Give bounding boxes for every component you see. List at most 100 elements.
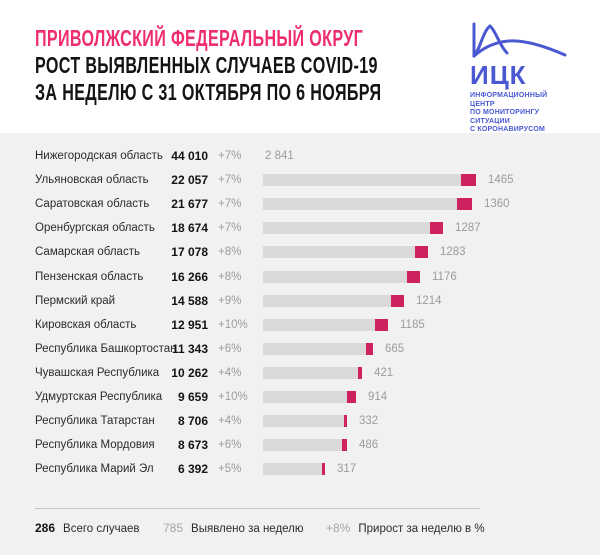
region-row: Чувашская Республика 10 262 +4% 421	[0, 361, 600, 385]
legend-divider	[35, 508, 480, 509]
weekly-bar-group: 665	[263, 342, 405, 355]
weekly-bar-group: 317	[263, 463, 357, 476]
logo-caption-line-2: ПО МОНИТОРИНГУ СИТУАЦИИ	[470, 109, 540, 125]
total-cases-value: 9 659	[177, 389, 208, 404]
weekly-cases-value: 1283	[440, 246, 466, 259]
weekly-bar-accent	[415, 246, 428, 259]
weekly-bar-group: 421	[263, 366, 393, 379]
growth-percent-value: +7%	[218, 174, 242, 187]
header: ПРИВОЛЖСКИЙ ФЕДЕРАЛЬНЫЙ ОКРУГ РОСТ ВЫЯВЛ…	[0, 0, 600, 133]
weekly-bar	[263, 198, 472, 211]
legend-growth: +8% Прирост за неделю в %	[326, 521, 485, 535]
region-row: Республика Марий Эл 6 392 +5% 317	[0, 457, 600, 481]
weekly-cases-value: 332	[359, 415, 379, 428]
region-name: Чувашская Республика	[35, 366, 160, 379]
weekly-bar	[263, 318, 388, 331]
region-row: Республика Мордовия 8 673 +6% 486	[0, 433, 600, 457]
weekly-bar-group: 486	[263, 439, 378, 452]
weekly-cases-value: 665	[385, 342, 405, 355]
weekly-bar-group: 1185	[263, 318, 425, 331]
region-name: Пензенская область	[35, 270, 144, 283]
weekly-cases-value: 1360	[484, 198, 510, 211]
region-name: Республика Марий Эл	[35, 463, 154, 476]
weekly-bar-group: 1214	[263, 294, 442, 307]
weekly-bar-group: 1176	[263, 270, 457, 283]
total-cases-value: 8 706	[177, 414, 208, 429]
weekly-bar	[263, 294, 404, 307]
subtitle-line-2: ЗА НЕДЕЛЮ С 31 ОКТЯБРЯ ПО 6 НОЯБРЯ	[35, 79, 382, 105]
weekly-bar-group: 332	[263, 415, 379, 428]
growth-percent-value: +10%	[218, 390, 248, 403]
weekly-bar-accent	[430, 222, 443, 235]
weekly-bar-group: 914	[263, 390, 388, 403]
weekly-bar-accent	[391, 294, 404, 307]
weekly-cases-value: 1465	[488, 174, 514, 187]
logo-abbr: ИЦК	[470, 60, 527, 90]
weekly-bar-accent	[344, 415, 347, 428]
growth-percent-value: +6%	[218, 342, 242, 355]
region-row: Республика Татарстан 8 706 +4% 332	[0, 409, 600, 433]
weekly-bar-group: 1465	[263, 174, 514, 187]
growth-percent-value: +7%	[218, 198, 242, 211]
region-name: Оренбургская область	[35, 222, 155, 235]
legend-growth-value: +8%	[326, 521, 351, 535]
total-cases-value: 6 392	[177, 462, 208, 477]
weekly-bar-accent	[375, 318, 388, 331]
weekly-bar	[263, 246, 428, 259]
weekly-bar-group: 1360	[263, 198, 510, 211]
region-row: Ульяновская область 22 057 +7% 1465	[0, 168, 600, 192]
region-row: Оренбургская область 18 674 +7% 1287	[0, 216, 600, 240]
region-row: Нижегородская область 44 010 +7% 2 841	[0, 144, 600, 168]
weekly-cases-value: 914	[368, 390, 388, 403]
region-rows: Нижегородская область 44 010 +7% 2 841 У…	[0, 144, 600, 481]
total-cases-value: 44 010	[171, 149, 208, 164]
region-row: Республика Башкортостан 11 343 +6% 665	[0, 337, 600, 361]
growth-percent-value: +5%	[218, 463, 242, 476]
region-row: Пермский край 14 588 +9% 1214	[0, 289, 600, 313]
growth-percent-value: +7%	[218, 150, 242, 163]
region-name: Нижегородская область	[35, 150, 163, 163]
epidemic-curve-icon	[472, 22, 567, 58]
weekly-bar-accent	[407, 270, 420, 283]
legend-growth-label: Прирост за неделю в %	[358, 523, 485, 535]
growth-percent-value: +4%	[218, 415, 242, 428]
region-name: Кировская область	[35, 318, 137, 331]
legend-weekly-label: Выявлено за неделю	[191, 523, 304, 535]
region-name: Республика Мордовия	[35, 439, 155, 452]
weekly-bar-accent	[366, 342, 373, 355]
total-cases-value: 17 078	[171, 245, 208, 260]
region-row: Удмуртская Республика 9 659 +10% 914	[0, 385, 600, 409]
region-name: Ульяновская область	[35, 174, 149, 187]
weekly-bar	[263, 270, 420, 283]
region-name: Удмуртская Республика	[35, 390, 163, 403]
weekly-bar-accent	[347, 390, 356, 403]
weekly-bar	[263, 390, 356, 403]
weekly-bar-accent	[322, 463, 325, 476]
total-cases-value: 21 677	[171, 197, 208, 212]
growth-percent-value: +4%	[218, 366, 242, 379]
weekly-bar	[263, 439, 347, 452]
total-cases-value: 10 262	[171, 365, 208, 380]
region-name: Республика Татарстан	[35, 415, 155, 428]
weekly-bar-accent	[457, 198, 472, 211]
weekly-bar	[263, 366, 362, 379]
total-cases-value: 22 057	[171, 173, 208, 188]
logo-caption: ИНФОРМАЦИОННЫЙ ЦЕНТР ПО МОНИТОРИНГУ СИТУ…	[470, 92, 574, 135]
weekly-bar-accent	[342, 439, 347, 452]
total-cases-value: 8 673	[177, 438, 208, 453]
region-row: Саратовская область 21 677 +7% 1360	[0, 192, 600, 216]
weekly-bar	[263, 415, 347, 428]
chart-panel: Нижегородская область 44 010 +7% 2 841 У…	[0, 133, 600, 555]
legend-total: 286 Всего случаев	[35, 521, 139, 535]
weekly-bar	[263, 174, 476, 187]
region-name: Саратовская область	[35, 198, 150, 211]
weekly-bar-group: 1287	[263, 222, 481, 235]
total-cases-value: 11 343	[171, 341, 208, 356]
weekly-cases-value: 317	[337, 463, 357, 476]
weekly-bar-group: 1283	[263, 246, 466, 259]
total-cases-value: 18 674	[171, 221, 208, 236]
growth-percent-value: +9%	[218, 294, 242, 307]
region-name: Республика Башкортостан	[35, 342, 177, 355]
legend-total-label: Всего случаев	[63, 523, 140, 535]
region-row: Пензенская область 16 266 +8% 1176	[0, 264, 600, 288]
